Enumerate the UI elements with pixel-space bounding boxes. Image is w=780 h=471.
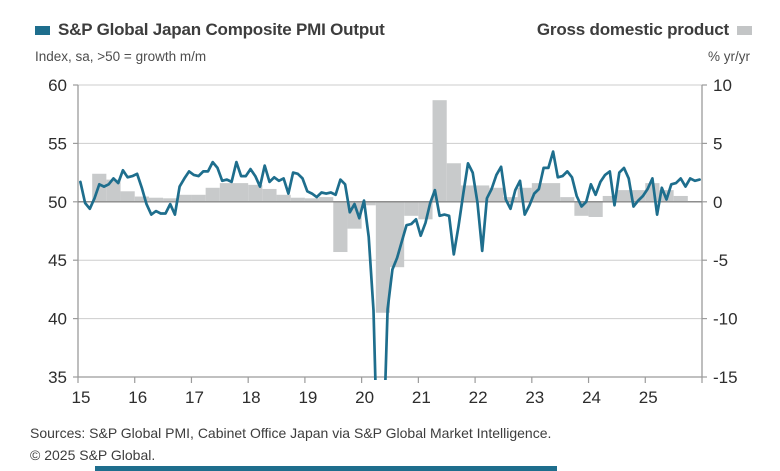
legend-item-pmi: S&P Global Japan Composite PMI Output bbox=[35, 20, 385, 40]
axis-subtitles: Index, sa, >50 = growth m/m % yr/yr bbox=[35, 49, 750, 64]
sources-line: Sources: S&P Global PMI, Cabinet Office … bbox=[30, 425, 552, 441]
svg-text:5: 5 bbox=[713, 134, 722, 153]
gdp-bar-swatch-icon bbox=[737, 25, 752, 35]
svg-text:22: 22 bbox=[469, 388, 488, 407]
svg-text:21: 21 bbox=[412, 388, 431, 407]
svg-text:-10: -10 bbox=[713, 310, 738, 329]
svg-text:24: 24 bbox=[582, 388, 601, 407]
svg-text:45: 45 bbox=[48, 251, 67, 270]
svg-text:15: 15 bbox=[72, 388, 91, 407]
pmi-line-swatch-icon bbox=[35, 25, 50, 35]
legend: S&P Global Japan Composite PMI Output Gr… bbox=[35, 20, 752, 40]
svg-text:-5: -5 bbox=[713, 251, 728, 270]
svg-text:17: 17 bbox=[185, 388, 204, 407]
pmi-legend-label: S&P Global Japan Composite PMI Output bbox=[58, 20, 385, 39]
svg-text:-15: -15 bbox=[713, 368, 738, 387]
svg-text:19: 19 bbox=[298, 388, 317, 407]
copyright-line: © 2025 S&P Global. bbox=[30, 446, 156, 463]
svg-text:16: 16 bbox=[128, 388, 147, 407]
source-note: Sources: S&P Global PMI, Cabinet Office … bbox=[30, 423, 551, 466]
svg-text:20: 20 bbox=[355, 388, 374, 407]
svg-text:35: 35 bbox=[48, 368, 67, 387]
cropped-bottom-strip bbox=[95, 466, 557, 471]
right-axis-subtitle: % yr/yr bbox=[708, 49, 750, 64]
left-axis-subtitle: Index, sa, >50 = growth m/m bbox=[35, 49, 207, 64]
svg-text:40: 40 bbox=[48, 310, 67, 329]
svg-text:23: 23 bbox=[525, 388, 544, 407]
svg-text:10: 10 bbox=[713, 76, 732, 95]
svg-text:60: 60 bbox=[48, 76, 67, 95]
svg-text:0: 0 bbox=[713, 193, 722, 212]
legend-item-gdp: Gross domestic product bbox=[537, 20, 752, 40]
svg-text:55: 55 bbox=[48, 134, 67, 153]
chart-area: 35 -15 40 -10 45 -5 50 0 55 5 60 10 15 16 17 18 19 20 21 22… bbox=[0, 72, 780, 412]
svg-text:25: 25 bbox=[639, 388, 658, 407]
svg-text:50: 50 bbox=[48, 193, 67, 212]
svg-text:18: 18 bbox=[242, 388, 261, 407]
gdp-legend-label: Gross domestic product bbox=[536, 20, 729, 39]
